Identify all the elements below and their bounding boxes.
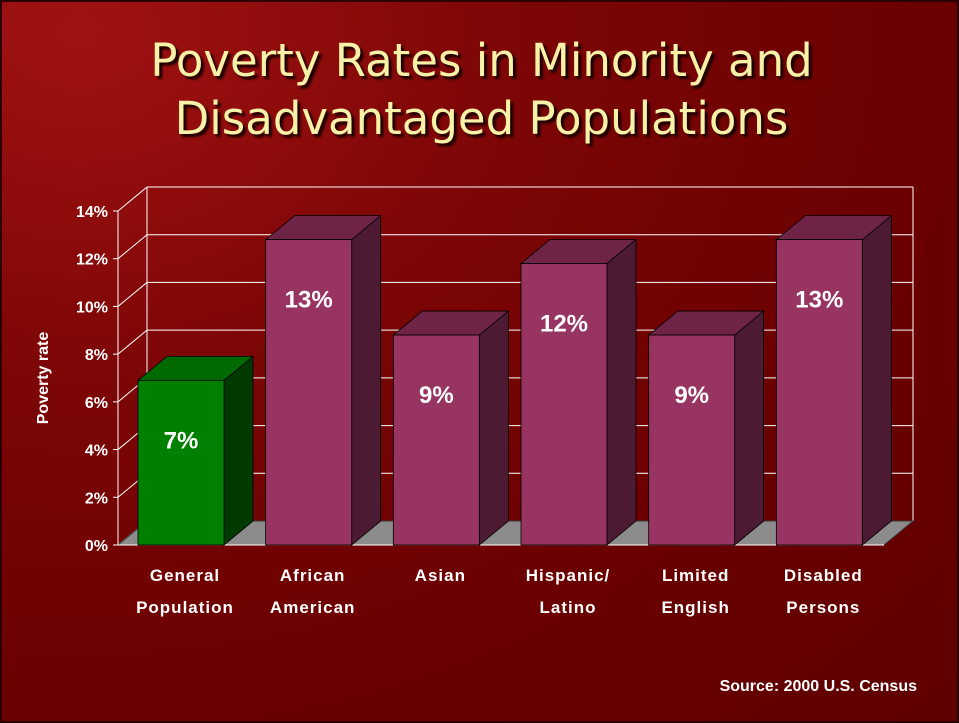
bar-data-label: 13%	[795, 287, 843, 314]
gridline-depth	[117, 282, 148, 307]
x-tick-label: African	[280, 566, 346, 585]
y-tick-label: 2%	[85, 490, 108, 507]
y-tick-label: 4%	[85, 443, 108, 460]
y-tick-label: 0%	[85, 538, 108, 555]
y-tick-label: 6%	[85, 395, 108, 412]
bar-data-label: 7%	[164, 427, 199, 454]
x-tick-label: Latino	[540, 598, 597, 617]
x-tick-label: Disabled	[784, 566, 863, 585]
x-tick-label: Asian	[415, 566, 466, 585]
x-tick-label: Hispanic/	[526, 566, 611, 585]
y-axis-label: Poverty rate	[35, 332, 52, 425]
bar-side	[861, 214, 892, 546]
bar-data-label: 12%	[540, 310, 588, 337]
y-tick-label: 14%	[76, 204, 108, 221]
bar-side	[223, 355, 254, 546]
x-tick-label: English	[661, 598, 729, 617]
x-tick-label: Limited	[662, 566, 729, 585]
bar	[775, 239, 863, 546]
x-tick-label: General	[150, 566, 220, 585]
bar-side	[351, 214, 382, 546]
bar-data-label: 9%	[419, 382, 454, 409]
y-tick-label: 10%	[76, 299, 108, 316]
bar	[137, 379, 225, 546]
bar-data-label: 13%	[285, 287, 333, 314]
y-tick-label: 8%	[85, 347, 108, 364]
source-note: Source: 2000 U.S. Census	[719, 678, 917, 695]
x-tick-label: American	[270, 598, 355, 617]
bar-side	[606, 238, 637, 546]
bar-side	[478, 310, 509, 546]
bar-side	[734, 310, 765, 546]
title-line-2: Disadvantaged Populations	[174, 92, 789, 145]
y-tick-label: 12%	[76, 252, 108, 269]
gridline-depth	[117, 234, 148, 260]
bar	[520, 263, 608, 546]
bar	[648, 334, 736, 546]
slide-title: Poverty Rates in Minority and Disadvanta…	[2, 32, 957, 148]
bar	[265, 239, 353, 546]
bar-data-label: 9%	[674, 382, 709, 409]
bar	[392, 334, 480, 546]
gridline-depth	[117, 186, 148, 212]
x-tick-label: Persons	[786, 598, 860, 617]
gridline-depth	[117, 329, 148, 355]
x-tick-label: Population	[136, 598, 234, 617]
title-line-1: Poverty Rates in Minority and	[150, 34, 813, 87]
